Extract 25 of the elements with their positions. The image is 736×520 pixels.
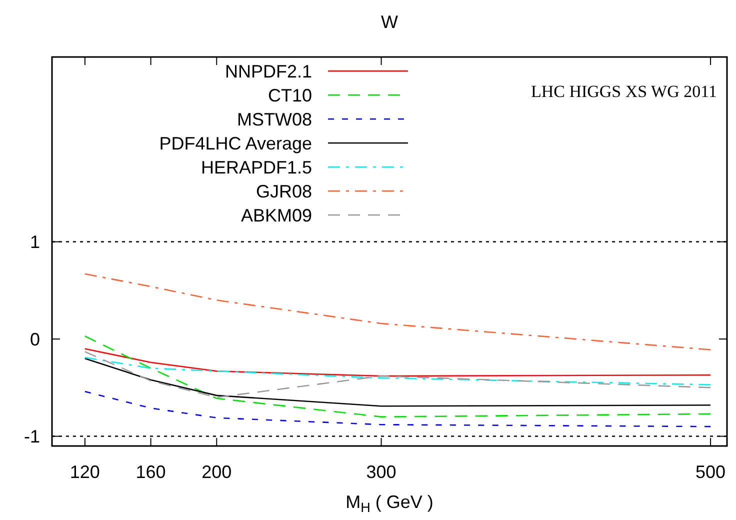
x-tick-label: 160 (136, 462, 166, 482)
x-tick-label: 120 (70, 462, 100, 482)
line-series (84, 390, 712, 428)
line-series (84, 351, 712, 398)
x-tick-label: 200 (202, 462, 232, 482)
line-series (84, 348, 712, 377)
legend-label: MSTW08 (236, 109, 312, 130)
x-axis-title: M$_{H}$ ( GeV ) (346, 492, 434, 516)
line-series (84, 356, 712, 386)
line-series (84, 358, 712, 407)
y-tick-label: -1 (24, 426, 40, 447)
legend-label: PDF4LHC Average (159, 133, 312, 154)
x-tick-label: 500 (696, 462, 726, 482)
legend-label: GJR08 (256, 181, 312, 202)
annotation: LHC HIGGS XS WG 2011 (530, 82, 717, 101)
legend-label: CT10 (268, 85, 312, 106)
chart-title: W (381, 12, 398, 32)
x-tick-label: 300 (366, 462, 396, 482)
y-tick-label: 0 (30, 329, 40, 350)
y-tick-label: 1 (30, 232, 40, 252)
line-series (84, 273, 712, 350)
legend-label: HERAPDF1.5 (200, 157, 312, 178)
legend-label: ABKM09 (240, 205, 312, 226)
line-series (84, 335, 712, 418)
legend-label: NNPDF2.1 (224, 61, 312, 82)
